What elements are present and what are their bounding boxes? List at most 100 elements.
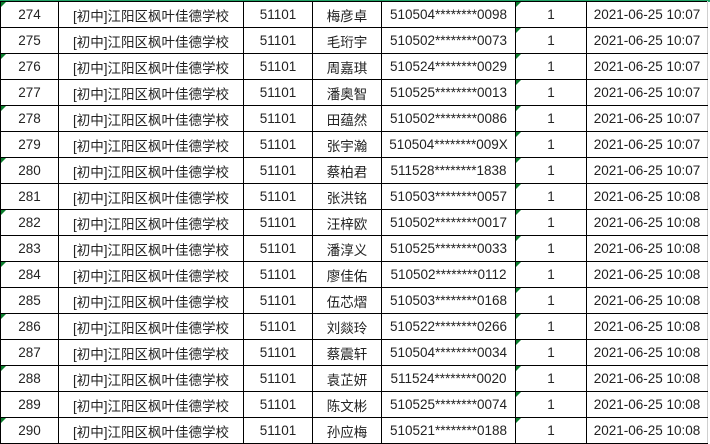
- cell-no[interactable]: 288: [0, 365, 59, 392]
- cell-code[interactable]: 51101: [243, 339, 313, 366]
- cell-name[interactable]: 刘燚玲: [312, 313, 382, 340]
- cell-code[interactable]: 51101: [243, 235, 313, 262]
- cell-school[interactable]: [初中]江阳区枫叶佳德学校: [58, 313, 244, 340]
- cell-time[interactable]: 2021-06-25 10:07: [586, 27, 708, 54]
- cell-time[interactable]: 2021-06-25 10:07: [586, 79, 708, 106]
- cell-school[interactable]: [初中]江阳区枫叶佳德学校: [58, 209, 244, 236]
- cell-time[interactable]: 2021-06-25 10:08: [586, 209, 708, 236]
- cell-name[interactable]: 袁芷妍: [312, 365, 382, 392]
- cell-code[interactable]: 51101: [243, 53, 313, 80]
- cell-no[interactable]: 275: [0, 27, 59, 54]
- cell-school[interactable]: [初中]江阳区枫叶佳德学校: [58, 365, 244, 392]
- cell-name[interactable]: 张洪铭: [312, 183, 382, 210]
- cell-count[interactable]: 1: [515, 209, 587, 236]
- cell-school[interactable]: [初中]江阳区枫叶佳德学校: [58, 105, 244, 132]
- cell-no[interactable]: 284: [0, 261, 59, 288]
- cell-code[interactable]: 51101: [243, 209, 313, 236]
- cell-no[interactable]: 278: [0, 105, 59, 132]
- cell-id[interactable]: 510522********0266: [381, 313, 516, 340]
- cell-school[interactable]: [初中]江阳区枫叶佳德学校: [58, 131, 244, 158]
- cell-no[interactable]: 289: [0, 391, 59, 418]
- cell-name[interactable]: 孙应梅: [312, 417, 382, 444]
- cell-school[interactable]: [初中]江阳区枫叶佳德学校: [58, 79, 244, 106]
- cell-name[interactable]: 廖佳佑: [312, 261, 382, 288]
- cell-count[interactable]: 1: [515, 27, 587, 54]
- cell-id[interactable]: 510502********0112: [381, 261, 516, 288]
- cell-name[interactable]: 陈文彬: [312, 391, 382, 418]
- cell-time[interactable]: 2021-06-25 10:07: [586, 105, 708, 132]
- cell-name[interactable]: 潘奥智: [312, 79, 382, 106]
- cell-count[interactable]: 1: [515, 391, 587, 418]
- cell-id[interactable]: 510525********0074: [381, 391, 516, 418]
- cell-name[interactable]: 潘淳义: [312, 235, 382, 262]
- cell-code[interactable]: 51101: [243, 417, 313, 444]
- cell-id[interactable]: 510525********0033: [381, 235, 516, 262]
- cell-code[interactable]: 51101: [243, 183, 313, 210]
- cell-count[interactable]: 1: [515, 261, 587, 288]
- cell-code[interactable]: 51101: [243, 131, 313, 158]
- cell-count[interactable]: 1: [515, 79, 587, 106]
- cell-no[interactable]: 274: [0, 1, 59, 28]
- cell-code[interactable]: 51101: [243, 157, 313, 184]
- cell-no[interactable]: 279: [0, 131, 59, 158]
- cell-count[interactable]: 1: [515, 313, 587, 340]
- cell-code[interactable]: 51101: [243, 391, 313, 418]
- cell-id[interactable]: 510502********0073: [381, 27, 516, 54]
- cell-school[interactable]: [初中]江阳区枫叶佳德学校: [58, 417, 244, 444]
- cell-id[interactable]: 510521********0188: [381, 417, 516, 444]
- cell-no[interactable]: 286: [0, 313, 59, 340]
- cell-id[interactable]: 510504********0034: [381, 339, 516, 366]
- cell-no[interactable]: 281: [0, 183, 59, 210]
- cell-time[interactable]: 2021-06-25 10:08: [586, 183, 708, 210]
- cell-count[interactable]: 1: [515, 157, 587, 184]
- cell-time[interactable]: 2021-06-25 10:08: [586, 339, 708, 366]
- cell-code[interactable]: 51101: [243, 105, 313, 132]
- cell-name[interactable]: 毛珩宇: [312, 27, 382, 54]
- cell-no[interactable]: 283: [0, 235, 59, 262]
- cell-id[interactable]: 510504********0098: [381, 1, 516, 28]
- cell-count[interactable]: 1: [515, 131, 587, 158]
- cell-count[interactable]: 1: [515, 287, 587, 314]
- cell-time[interactable]: 2021-06-25 10:08: [586, 391, 708, 418]
- cell-count[interactable]: 1: [515, 339, 587, 366]
- cell-time[interactable]: 2021-06-25 10:08: [586, 417, 708, 444]
- cell-name[interactable]: 梅彦卓: [312, 1, 382, 28]
- cell-code[interactable]: 51101: [243, 27, 313, 54]
- cell-id[interactable]: 510503********0057: [381, 183, 516, 210]
- cell-time[interactable]: 2021-06-25 10:07: [586, 1, 708, 28]
- cell-time[interactable]: 2021-06-25 10:07: [586, 53, 708, 80]
- cell-count[interactable]: 1: [515, 105, 587, 132]
- cell-id[interactable]: 510502********0017: [381, 209, 516, 236]
- cell-school[interactable]: [初中]江阳区枫叶佳德学校: [58, 391, 244, 418]
- cell-no[interactable]: 276: [0, 53, 59, 80]
- cell-code[interactable]: 51101: [243, 365, 313, 392]
- cell-name[interactable]: 周嘉琪: [312, 53, 382, 80]
- cell-no[interactable]: 282: [0, 209, 59, 236]
- cell-id[interactable]: 510504********009X: [381, 131, 516, 158]
- cell-id[interactable]: 511528********1838: [381, 157, 516, 184]
- cell-no[interactable]: 285: [0, 287, 59, 314]
- cell-time[interactable]: 2021-06-25 10:08: [586, 287, 708, 314]
- cell-no[interactable]: 277: [0, 79, 59, 106]
- cell-time[interactable]: 2021-06-25 10:07: [586, 157, 708, 184]
- cell-count[interactable]: 1: [515, 1, 587, 28]
- cell-code[interactable]: 51101: [243, 1, 313, 28]
- cell-code[interactable]: 51101: [243, 313, 313, 340]
- cell-no[interactable]: 280: [0, 157, 59, 184]
- cell-name[interactable]: 伍芯熠: [312, 287, 382, 314]
- cell-count[interactable]: 1: [515, 183, 587, 210]
- cell-school[interactable]: [初中]江阳区枫叶佳德学校: [58, 1, 244, 28]
- cell-id[interactable]: 510524********0029: [381, 53, 516, 80]
- cell-time[interactable]: 2021-06-25 10:08: [586, 261, 708, 288]
- cell-school[interactable]: [初中]江阳区枫叶佳德学校: [58, 157, 244, 184]
- cell-id[interactable]: 510525********0013: [381, 79, 516, 106]
- cell-school[interactable]: [初中]江阳区枫叶佳德学校: [58, 261, 244, 288]
- cell-count[interactable]: 1: [515, 365, 587, 392]
- cell-school[interactable]: [初中]江阳区枫叶佳德学校: [58, 183, 244, 210]
- cell-count[interactable]: 1: [515, 235, 587, 262]
- cell-time[interactable]: 2021-06-25 10:08: [586, 365, 708, 392]
- cell-school[interactable]: [初中]江阳区枫叶佳德学校: [58, 27, 244, 54]
- cell-time[interactable]: 2021-06-25 10:08: [586, 235, 708, 262]
- cell-id[interactable]: 511524********0020: [381, 365, 516, 392]
- cell-name[interactable]: 蔡柏君: [312, 157, 382, 184]
